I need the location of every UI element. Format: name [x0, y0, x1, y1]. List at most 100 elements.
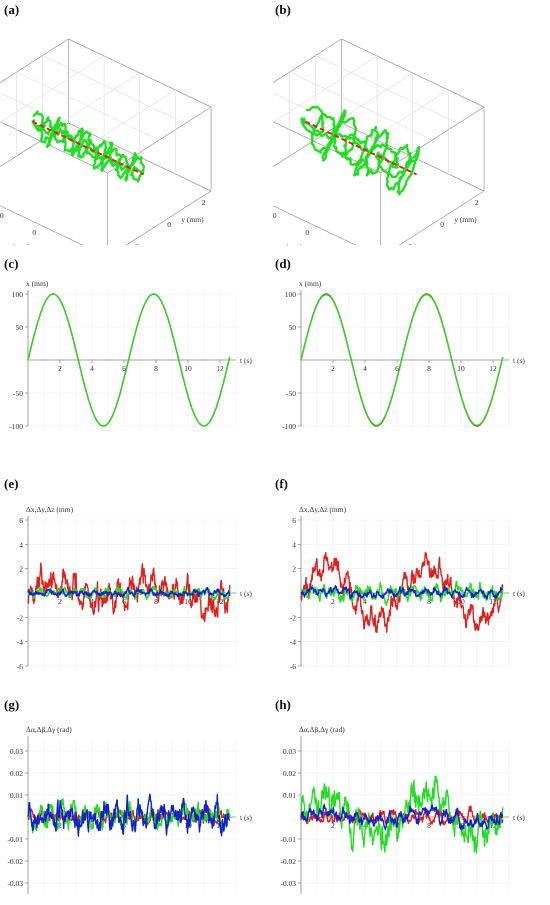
- y-tick-label: -4: [290, 638, 296, 647]
- x-axis-label: t (s): [513, 356, 525, 365]
- box-edge: [398, 190, 485, 245]
- series-line-2: [300, 294, 504, 427]
- x-axis-label: x (mm): [7, 242, 30, 245]
- y-tick-label: 4: [19, 540, 23, 549]
- y-axis-label: x (mm): [26, 279, 49, 288]
- y-tick-label: 4: [292, 540, 296, 549]
- x-tick-label: 8: [427, 821, 431, 830]
- y-axis-label: Δx,Δy,Δz (mm): [299, 505, 347, 514]
- x-axis-label: x (mm): [280, 242, 303, 245]
- y-tick-label: -100: [9, 422, 23, 431]
- series-line-2: [300, 580, 504, 607]
- y-tick-label: -0.03: [7, 879, 23, 888]
- series-line-3: [300, 584, 504, 600]
- grid-line: [315, 55, 459, 124]
- x-axis-label: t (s): [240, 813, 252, 822]
- y-tick-label: -0.01: [280, 835, 296, 844]
- x-tick-label: 6: [395, 597, 399, 606]
- y-tick-label: -0.02: [280, 857, 296, 866]
- panel-label-e: (e): [4, 476, 19, 491]
- x-tick-label: 0: [305, 228, 309, 237]
- x-tick-label: 4: [90, 597, 94, 606]
- x-axis-label: t (s): [513, 813, 525, 822]
- x-tick-label: 2: [58, 821, 62, 830]
- y-tick-label: -50: [13, 389, 23, 398]
- x-tick-label: 0: [32, 228, 36, 237]
- x-tick-label: -50: [0, 211, 4, 220]
- y-tick-label: -50: [286, 389, 296, 398]
- x-tick-label: 12: [489, 597, 497, 606]
- y-tick-label: 0.03: [283, 747, 296, 756]
- y-tick-label: 0: [440, 220, 444, 229]
- y-axis-label: Δα,Δβ,Δγ (rad): [299, 725, 345, 734]
- x-tick-label: 4: [363, 597, 367, 606]
- y-tick-label: 0.02: [10, 769, 23, 778]
- x-tick-label: 2: [331, 821, 335, 830]
- x-tick-label: 4: [90, 821, 94, 830]
- y-tick-label: 6: [292, 516, 296, 525]
- grid-line: [289, 71, 433, 141]
- y-tick-label: 0: [167, 220, 171, 229]
- x-tick-label: 8: [154, 364, 158, 373]
- y-tick-label: -4: [17, 638, 23, 647]
- y-tick-label: 100: [285, 290, 297, 299]
- series-line-3: [27, 586, 231, 599]
- panel-label-d: (d): [275, 256, 291, 271]
- panel-label-b: (b): [275, 2, 291, 17]
- y-axis-label: y (mm): [181, 215, 204, 224]
- box-frame: [273, 38, 485, 245]
- reference-trajectory: [31, 120, 145, 176]
- y-tick-label: 50: [289, 323, 297, 332]
- trajectory-3d-chart-a: -100-50050100x (mm)20-2y (mm)502500498z …: [0, 38, 212, 245]
- x-axis-label: t (s): [513, 589, 525, 598]
- y-tick-label: -0.02: [7, 857, 23, 866]
- x-tick-label: 2: [331, 597, 335, 606]
- x-axis-label: t (s): [240, 356, 252, 365]
- x-tick-label: 10: [184, 364, 192, 373]
- panel-label-g: (g): [4, 697, 20, 712]
- x-tick-label: 6: [122, 364, 126, 373]
- x-tick-label: 10: [457, 364, 465, 373]
- y-tick-label: -2: [133, 242, 139, 245]
- angle-error-chart-h: 2 4 6 8 10 120.030.020.01-0.01-0.02-0.03Δα,Δβ…: [280, 725, 525, 894]
- series-line-1: [27, 562, 231, 623]
- box-edge: [273, 38, 342, 84]
- panel-label-f: (f): [275, 476, 288, 491]
- x-tick-label: 12: [489, 821, 497, 830]
- box-grid: [273, 55, 459, 174]
- box-edge: [273, 205, 357, 245]
- y-axis-label: x (mm): [299, 279, 322, 288]
- reference-trajectory: [304, 120, 418, 176]
- y-tick-label: -2: [290, 613, 296, 622]
- y-axis-label: y (mm): [454, 215, 477, 224]
- x-tick-label: 2: [331, 364, 335, 373]
- x-tick-label: 12: [489, 364, 497, 373]
- y-tick-label: 6: [19, 516, 23, 525]
- measured-trajectory: [31, 110, 146, 183]
- y-tick-label: 100: [12, 290, 24, 299]
- grid-line: [0, 92, 134, 157]
- x-tick-label: 2: [58, 597, 62, 606]
- x-tick-label: 8: [427, 597, 431, 606]
- trajectory-3d-chart-b: -100-50050100x (mm)20-2y (mm)502500498z …: [273, 38, 485, 245]
- series-line-2: [27, 293, 231, 427]
- box-edge: [0, 205, 84, 245]
- x-tick-label: 12: [216, 364, 224, 373]
- x-tick-label: 8: [154, 597, 158, 606]
- box-edge: [125, 190, 212, 245]
- box-edge: [0, 38, 69, 84]
- series-line-3: [27, 793, 231, 837]
- y-tick-label: 0.01: [283, 791, 296, 800]
- series-line-2: [27, 797, 231, 834]
- x-tick-label: 6: [395, 364, 399, 373]
- y-tick-label: -6: [290, 662, 296, 671]
- y-axis-label: Δα,Δβ,Δγ (rad): [26, 725, 72, 734]
- y-tick-label: 2: [19, 565, 23, 574]
- x-tick-label: 10: [184, 597, 192, 606]
- panel-label-h: (h): [275, 697, 291, 712]
- y-tick-label: -0.03: [280, 879, 296, 888]
- x-tick-label: 2: [58, 364, 62, 373]
- y-tick-label: -100: [282, 422, 296, 431]
